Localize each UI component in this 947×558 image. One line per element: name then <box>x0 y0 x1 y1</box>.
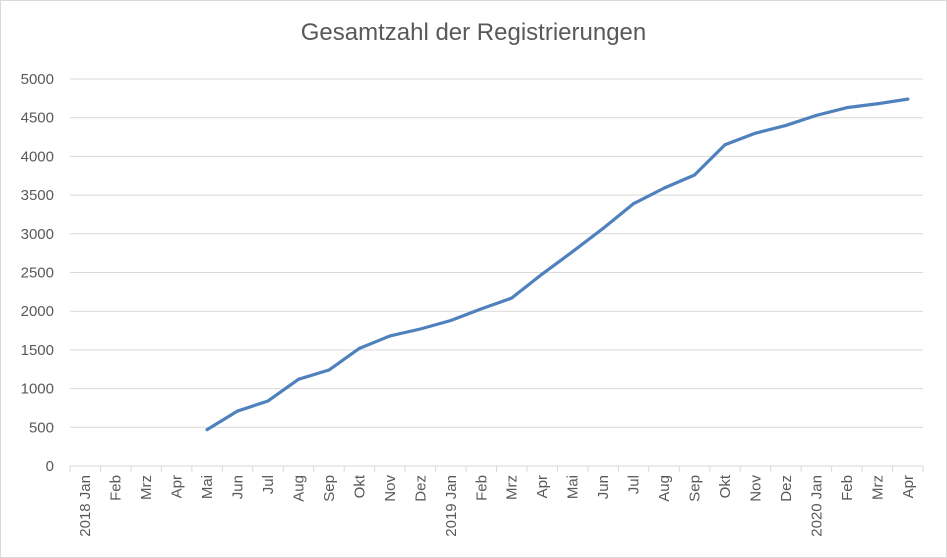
data-point <box>205 428 209 432</box>
data-point <box>845 106 849 110</box>
data-point <box>327 368 331 372</box>
y-tick-label: 0 <box>46 458 54 475</box>
x-tick-label: Okt <box>717 474 734 498</box>
x-tick-label: Feb <box>108 475 125 501</box>
x-tick-label: Jun <box>595 475 612 499</box>
data-point <box>510 296 514 300</box>
data-point <box>753 131 757 135</box>
data-point <box>662 186 666 190</box>
x-tick-label: Dez <box>778 475 795 502</box>
data-point <box>418 327 422 331</box>
x-tick-label: Jun <box>230 475 247 499</box>
x-tick-label: Okt <box>351 474 368 498</box>
x-tick-label: Mrz <box>869 475 886 500</box>
x-tick-label: Aug <box>656 475 673 502</box>
x-tick-label: 2018 Jan <box>77 475 94 537</box>
x-tick-label: Nov <box>747 475 764 502</box>
series-line <box>205 97 910 432</box>
x-tick-label: Apr <box>169 475 186 498</box>
chart-title: Gesamtzahl der Registrierungen <box>300 19 647 46</box>
data-point <box>449 318 453 322</box>
x-tick-label: Mrz <box>504 475 521 500</box>
x-tick-label: Sep <box>321 475 338 502</box>
x-tick-label: Dez <box>412 475 429 502</box>
x-tick-label: Mrz <box>138 475 155 500</box>
x-tick-label: Nov <box>382 475 399 502</box>
y-tick-label: 3500 <box>21 187 54 204</box>
data-point <box>814 113 818 117</box>
data-point <box>723 143 727 147</box>
x-tick-label: Feb <box>839 475 856 501</box>
data-point <box>357 346 361 350</box>
x-tick-label: Jul <box>626 475 643 494</box>
data-point <box>906 97 910 101</box>
data-point <box>571 250 575 254</box>
x-tick-label: Apr <box>900 475 917 498</box>
x-tick-label: Mai <box>565 475 582 499</box>
data-point <box>875 102 879 106</box>
y-axis: 0 500 1000 1500 2000 2500 3000 3500 4000 4500 5000 <box>21 71 54 475</box>
x-tick-label: Feb <box>473 475 490 501</box>
y-tick-label: 4500 <box>21 110 54 127</box>
x-tick-label: 2020 Jan <box>808 475 825 537</box>
data-point <box>601 226 605 230</box>
data-point <box>784 123 788 127</box>
x-tick-label: Apr <box>534 475 551 498</box>
x-tick-label: Jul <box>260 475 277 494</box>
data-point <box>266 399 270 403</box>
data-point <box>296 377 300 381</box>
y-tick-label: 500 <box>29 419 54 436</box>
y-tick-label: 3000 <box>21 226 54 243</box>
y-tick-label: 1000 <box>21 381 54 398</box>
x-tick-label: Mai <box>199 475 216 499</box>
y-tick-label: 4000 <box>21 148 54 165</box>
data-point <box>540 272 544 276</box>
y-tick-label: 2000 <box>21 303 54 320</box>
data-point <box>632 202 636 206</box>
x-tick-label: 2019 Jan <box>443 475 460 537</box>
data-point <box>479 307 483 311</box>
data-point <box>693 173 697 177</box>
x-tick-label: Aug <box>290 475 307 502</box>
data-point <box>388 334 392 338</box>
y-tick-label: 2500 <box>21 265 54 282</box>
y-tick-label: 1500 <box>21 342 54 359</box>
y-tick-label: 5000 <box>21 71 54 88</box>
gridlines <box>70 78 923 467</box>
x-tick-label: Sep <box>687 475 704 502</box>
x-axis: 2018 Jan Feb Mrz Apr Mai Jun Jul Aug Sep Okt Nov De… <box>69 466 924 537</box>
data-point <box>236 409 240 413</box>
series-group <box>205 97 910 432</box>
